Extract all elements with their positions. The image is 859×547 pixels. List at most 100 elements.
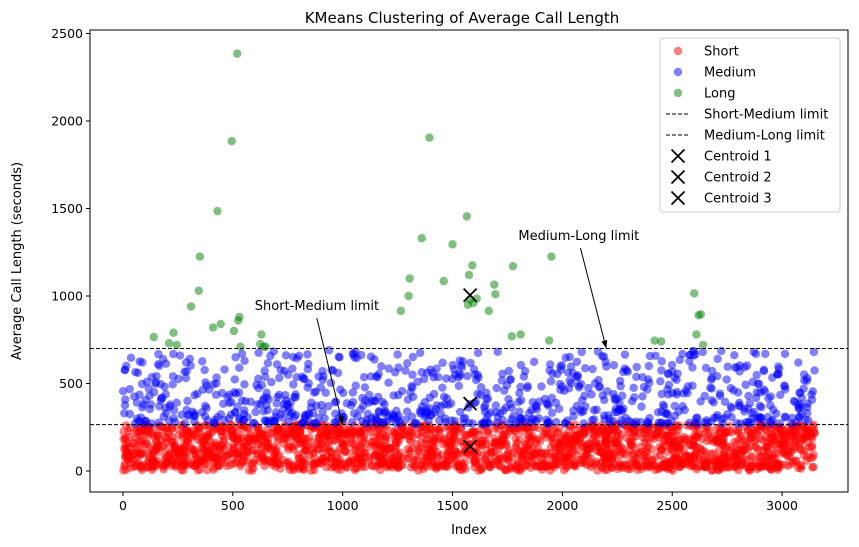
short-point [613,464,622,474]
short-point [475,430,484,439]
medium-point [657,366,666,375]
short-point [181,430,191,439]
short-point [739,446,749,455]
medium-point [303,350,312,359]
medium-point [275,373,284,383]
medium-point [730,350,739,360]
medium-point [713,410,722,420]
medium-point [715,389,725,398]
long-point [172,340,181,350]
medium-point [581,363,590,373]
short-point [498,430,507,440]
annotation-arrow-1 [316,317,344,425]
medium-point [200,401,210,411]
medium-point [810,366,819,375]
short-point [662,447,672,456]
short-point [733,426,743,435]
short-point [633,454,643,464]
short-point [455,465,465,474]
medium-point [707,417,716,426]
x-tick-label: 1500 [437,498,469,513]
short-point [622,450,631,460]
medium-point [338,388,348,398]
long-point [169,328,178,337]
short-point [799,450,808,460]
centroid-1-marker [462,287,478,303]
legend-label: Centroid 1 [704,150,772,165]
short-point [747,429,757,439]
medium-point [347,400,356,410]
long-point [439,276,448,286]
short-point [726,442,735,451]
medium-point [185,354,195,364]
legend-item-medium: Medium [673,66,756,81]
short-point [513,459,523,469]
medium-point [304,359,313,369]
medium-point [685,418,694,428]
medium-point [516,396,526,405]
medium-point [410,419,419,428]
short-point [546,430,556,439]
long-point [208,323,218,332]
medium-point [794,404,804,413]
short-point [523,424,532,434]
short-point [259,431,268,441]
short-point [592,428,602,437]
medium-point [575,383,584,392]
medium-point [272,360,282,369]
short-point [360,462,370,472]
medium-point [260,366,269,375]
medium-point [630,419,639,428]
medium-point [572,372,581,382]
short-point [542,449,551,458]
short-point [603,445,613,455]
medium-point [324,401,333,411]
short-point [630,425,640,435]
medium-point [120,365,129,375]
medium-point [630,393,639,402]
legend-label: Short [704,45,739,60]
medium-point [351,381,360,390]
medium-point [361,419,371,428]
medium-point [492,383,501,393]
medium-point [263,359,273,368]
medium-point [438,383,447,392]
medium-point [118,387,128,396]
medium-point [324,346,334,355]
short-point [625,437,634,447]
short-point [704,430,713,439]
medium-point [190,417,199,426]
short-point [206,437,215,447]
short-point [288,464,298,473]
short-point [666,436,675,446]
short-point [563,451,573,461]
medium-point [230,375,239,384]
legend-label: Long [704,87,735,102]
medium-point [408,383,417,392]
medium-point [370,397,379,406]
medium-point [599,352,609,361]
short-point [433,462,442,472]
medium-point [615,376,625,386]
annotation-short-medium-label: Short-Medium limit [255,299,379,314]
medium-point [493,347,502,357]
medium-point [320,414,329,423]
medium-point [600,395,609,405]
short-point [576,434,585,443]
short-point [279,456,288,465]
medium-point [307,398,316,407]
medium-point [657,357,666,366]
annotation-medium-long-label: Medium-Long limit [518,229,639,244]
medium-point [609,360,619,370]
short-point [355,452,364,462]
medium-point [795,388,804,397]
medium-point [803,399,812,408]
medium-point [348,388,358,397]
medium-point [169,405,179,415]
medium-point [216,410,226,419]
short-point [234,448,243,457]
short-point [809,426,819,435]
short-point [796,464,806,473]
short-point [289,445,298,454]
medium-point [156,380,165,389]
